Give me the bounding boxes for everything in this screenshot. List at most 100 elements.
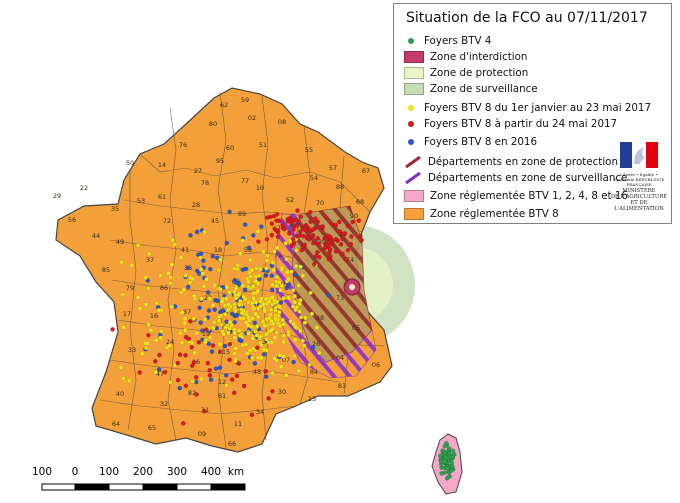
outbreak-early-2017-marker	[247, 318, 252, 323]
outbreak-late-2017-marker	[162, 370, 168, 375]
outbreak-late-2017-marker	[311, 240, 316, 246]
outbreak-2016-marker	[269, 287, 275, 293]
outbreak-2016-marker	[177, 385, 183, 391]
legend-item: Départements en zone de surveillance	[404, 170, 627, 185]
outbreak-btv4-marker	[442, 449, 448, 455]
department-label: 06	[372, 361, 380, 369]
scale-unit: km	[227, 466, 245, 478]
department-label: 05	[352, 324, 360, 332]
outbreak-early-2017-marker	[135, 294, 141, 300]
outbreak-early-2017-marker	[286, 276, 291, 282]
outbreak-early-2017-marker	[204, 277, 209, 282]
department-label: 51	[259, 141, 267, 149]
outbreak-early-2017-marker	[274, 283, 280, 289]
outbreak-late-2017-marker	[241, 383, 247, 389]
outbreak-late-2017-marker	[290, 237, 296, 242]
department-label: 66	[228, 440, 236, 448]
outbreak-late-2017-marker	[255, 345, 260, 350]
outbreak-early-2017-marker	[254, 266, 259, 271]
outbreak-early-2017-marker	[127, 378, 132, 384]
outbreak-early-2017-marker	[277, 323, 283, 329]
outbreak-early-2017-marker	[293, 263, 299, 269]
outbreak-late-2017-marker	[286, 231, 292, 236]
outbreak-btv4-marker	[439, 471, 444, 476]
outbreak-late-2017-marker	[324, 236, 329, 242]
outbreak-late-2017-marker	[338, 242, 344, 247]
outbreak-early-2017-marker	[246, 279, 251, 285]
ministry-line: L'ALIMENTATION	[614, 206, 664, 212]
outbreak-2016-marker	[246, 245, 252, 251]
outbreak-early-2017-marker	[284, 256, 289, 262]
outbreak-early-2017-marker	[239, 310, 245, 316]
outbreak-early-2017-marker	[153, 337, 159, 343]
outbreak-early-2017-marker	[277, 280, 282, 285]
outbreak-late-2017-marker	[264, 237, 270, 242]
outbreak-2016-marker	[292, 272, 298, 278]
outbreak-early-2017-marker	[226, 306, 231, 312]
outbreak-early-2017-marker	[216, 267, 222, 273]
department-label: 07	[282, 356, 290, 364]
outbreak-2016-marker	[284, 285, 289, 291]
department-label: 11	[234, 420, 242, 428]
outbreak-early-2017-marker	[199, 296, 204, 302]
legend-item: Zone réglementée BTV 8	[404, 206, 559, 221]
outbreak-early-2017-marker	[148, 327, 154, 333]
outbreak-early-2017-marker	[298, 328, 303, 334]
outbreak-early-2017-marker	[170, 237, 176, 243]
outbreak-early-2017-marker	[233, 346, 238, 351]
outbreak-early-2017-marker	[250, 336, 255, 341]
legend-swatch-rect	[404, 50, 424, 63]
outbreak-early-2017-marker	[255, 355, 261, 360]
outbreak-early-2017-marker	[274, 245, 280, 251]
outbreak-early-2017-marker	[307, 362, 312, 368]
department-label: 90	[350, 212, 358, 220]
outbreak-late-2017-marker	[207, 373, 213, 378]
outbreak-early-2017-marker	[251, 295, 256, 301]
department-label: 71	[274, 251, 282, 259]
legend-label: Zone de protection	[430, 66, 529, 79]
outbreak-early-2017-marker	[192, 350, 197, 356]
department-label: 81	[218, 392, 226, 400]
legend-label: Foyers BTV 8 du 1er janvier au 23 mai 20…	[424, 101, 652, 114]
outbreak-late-2017-marker	[297, 233, 303, 238]
outbreak-early-2017-marker	[146, 251, 152, 257]
outbreak-early-2017-marker	[281, 322, 287, 327]
outbreak-early-2017-marker	[202, 229, 207, 235]
department-label: 54	[310, 174, 318, 182]
outbreak-early-2017-marker	[167, 343, 172, 348]
legend-item: Zone d'interdiction	[404, 49, 527, 64]
department-label: 63	[236, 310, 244, 318]
outbreak-2016-marker	[213, 297, 218, 303]
outbreak-early-2017-marker	[279, 265, 285, 271]
map-legend: Situation de la FCO au 07/11/2017 Foyers…	[393, 3, 672, 224]
department-label: 45	[211, 217, 219, 225]
outbreak-early-2017-marker	[194, 330, 200, 336]
outbreak-early-2017-marker	[219, 299, 225, 304]
outbreak-early-2017-marker	[302, 320, 308, 325]
legend-swatch-hatch	[404, 155, 422, 168]
outbreak-early-2017-marker	[224, 383, 229, 388]
outbreak-early-2017-marker	[276, 304, 282, 309]
ministry-line: MINISTÈRE	[622, 188, 656, 194]
outbreak-2016-marker	[236, 281, 242, 286]
outbreak-late-2017-marker	[190, 363, 195, 368]
legend-swatch-hatch	[404, 171, 422, 184]
outbreak-early-2017-marker	[250, 304, 256, 310]
outbreak-early-2017-marker	[269, 328, 274, 333]
outbreak-early-2017-marker	[224, 284, 230, 290]
outbreak-early-2017-marker	[172, 242, 177, 247]
outbreak-early-2017-marker	[250, 315, 255, 321]
republique-francaise-text: Liberté • Égalité • Fraternité RÉPUBLIQU…	[613, 172, 665, 187]
outbreak-early-2017-marker	[245, 323, 251, 328]
outbreak-btv4-marker	[442, 459, 447, 464]
outbreak-early-2017-marker	[262, 308, 268, 314]
outbreak-early-2017-marker	[264, 336, 269, 342]
outbreak-late-2017-marker	[316, 241, 321, 247]
outbreak-early-2017-marker	[281, 295, 287, 301]
department-label: 85	[102, 266, 110, 274]
outbreak-early-2017-marker	[223, 325, 228, 330]
legend-label: Zone de surveillance	[430, 82, 538, 95]
outbreak-early-2017-marker	[189, 340, 195, 346]
outbreak-early-2017-marker	[268, 307, 274, 312]
